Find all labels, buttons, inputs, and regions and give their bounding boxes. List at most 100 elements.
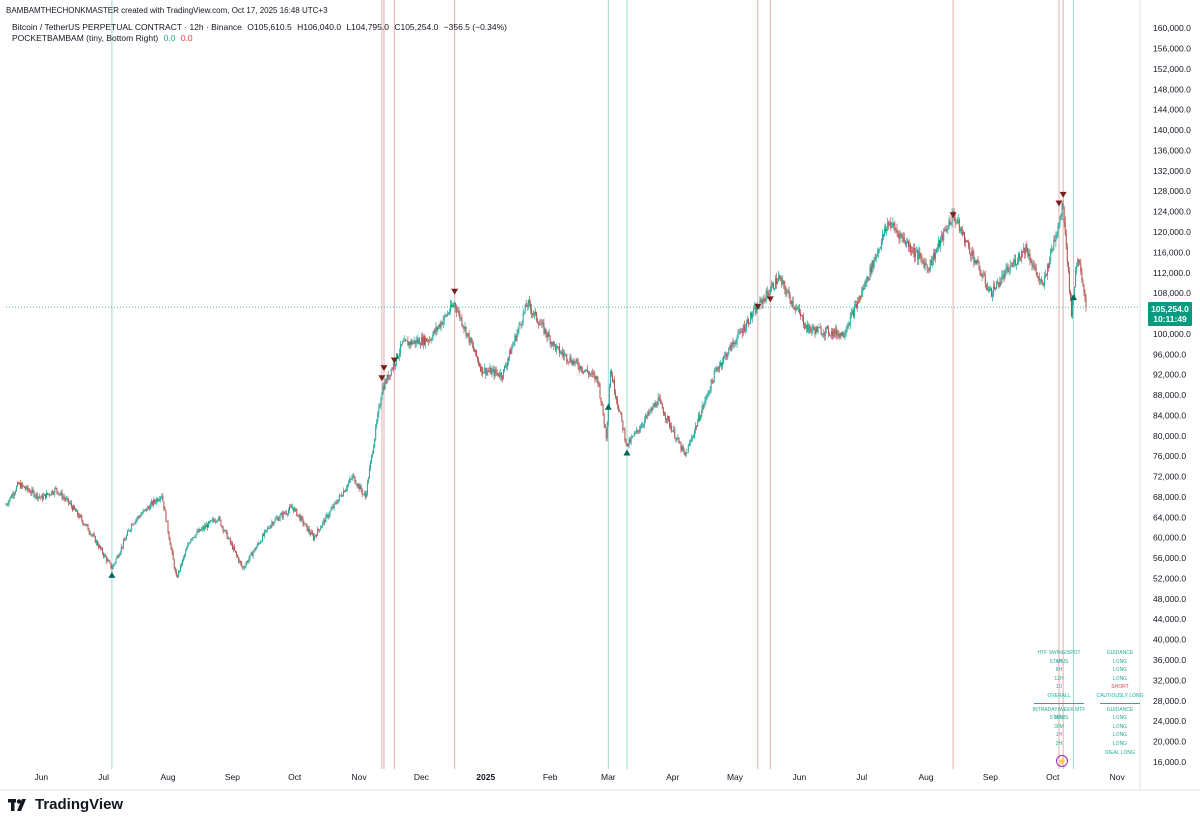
candle-body	[929, 259, 931, 271]
symbol-name[interactable]: Bitcoin / TetherUS PERPETUAL CONTRACT · …	[12, 22, 242, 32]
candle-body	[553, 341, 555, 345]
candle-body	[256, 543, 258, 548]
candle-body	[408, 342, 410, 346]
candle-body	[200, 529, 202, 531]
candle-body	[341, 495, 343, 497]
tradingview-logo[interactable]: TradingView	[8, 796, 123, 813]
candle-body	[468, 333, 470, 343]
indicator-name[interactable]: POCKETBAMBAM (tiny, Bottom Right)	[12, 33, 159, 43]
candle-body	[63, 496, 65, 499]
price-tick-label: 112,000.0	[1153, 268, 1190, 278]
candle-body	[794, 307, 796, 310]
candle-body	[869, 266, 871, 279]
candle-body	[1016, 261, 1018, 264]
candle-body	[1061, 203, 1063, 216]
symbol-legend[interactable]: Bitcoin / TetherUS PERPETUAL CONTRACT · …	[12, 22, 510, 32]
candle-body	[807, 325, 809, 332]
candle-body	[513, 342, 515, 345]
candle-body	[1036, 272, 1038, 278]
bull-signal-marker	[108, 571, 116, 578]
candle-body	[962, 232, 964, 234]
candle-body	[500, 372, 502, 378]
candle-body	[297, 514, 299, 516]
candle-body	[954, 217, 956, 223]
candle-body	[733, 342, 735, 345]
indicator-legend[interactable]: POCKETBAMBAM (tiny, Bottom Right) 0.0 0.…	[12, 33, 196, 43]
candle-body	[779, 276, 781, 278]
candle-body	[157, 498, 159, 501]
candle-body	[740, 331, 742, 333]
candle-body	[152, 499, 154, 506]
candle-body	[527, 300, 529, 306]
candle-body	[1077, 259, 1079, 267]
candle-body	[237, 555, 239, 558]
price-tick-label: 120,000.0	[1153, 227, 1191, 237]
candle-body	[287, 510, 289, 514]
candle-body	[1015, 263, 1017, 266]
candle-body	[112, 565, 114, 570]
candle-body	[850, 312, 852, 317]
price-tick-label: 152,000.0	[1153, 64, 1191, 74]
candle-body	[915, 251, 917, 257]
candle-body	[290, 506, 292, 508]
candle-body	[750, 312, 752, 324]
candle-body	[831, 330, 833, 336]
candle-body	[329, 511, 331, 515]
ohlc-close: C105,254.0	[394, 22, 439, 32]
candle-body	[955, 222, 957, 223]
table-separator	[1028, 701, 1146, 706]
candle-body	[483, 372, 485, 374]
candle-body	[311, 532, 313, 535]
candle-body	[65, 498, 67, 500]
candle-body	[863, 287, 865, 290]
htf-tf: 1D	[1055, 684, 1063, 691]
candle-body	[977, 259, 979, 263]
candle-body	[821, 334, 823, 336]
candle-body	[873, 257, 875, 268]
candle-body	[984, 275, 986, 285]
candle-body	[607, 406, 609, 423]
candle-body	[61, 492, 63, 499]
candle-body	[686, 452, 688, 454]
candle-body	[761, 299, 763, 305]
candle-body	[104, 554, 106, 557]
candle-body	[388, 374, 390, 380]
candle-body	[798, 308, 800, 313]
candle-body	[1069, 290, 1071, 298]
candle-body	[925, 263, 927, 265]
candle-body	[195, 533, 197, 537]
candle-body	[681, 446, 683, 451]
candle-body	[269, 527, 271, 529]
candle-body	[246, 561, 248, 564]
candle-body	[339, 495, 341, 497]
price-tick-label: 144,000.0	[1153, 105, 1191, 115]
candle-body	[656, 405, 658, 407]
candle-body	[770, 285, 772, 292]
candle-body	[73, 505, 74, 511]
candle-body	[559, 346, 560, 354]
candle-body	[390, 369, 392, 376]
price-tick-label: 52,000.0	[1153, 573, 1186, 583]
candle-body	[591, 372, 593, 375]
bear-signal-marker	[1055, 200, 1063, 207]
candle-body	[373, 446, 375, 454]
candle-body	[463, 326, 465, 329]
candle-body	[480, 366, 482, 372]
candle-body	[877, 249, 879, 254]
candle-body	[945, 229, 947, 232]
candle-body	[247, 561, 249, 562]
candle-body	[257, 543, 259, 545]
candle-body	[658, 397, 660, 399]
candle-body	[470, 337, 472, 343]
candle-body	[996, 281, 998, 290]
candle-body	[711, 379, 713, 381]
candle-body	[573, 360, 575, 364]
candle-body	[147, 507, 149, 508]
candle-body	[110, 562, 112, 568]
candle-body	[505, 366, 506, 368]
candle-body	[611, 374, 613, 382]
candle-body	[694, 430, 695, 436]
candle-body	[784, 283, 786, 290]
candle-body	[688, 442, 690, 446]
